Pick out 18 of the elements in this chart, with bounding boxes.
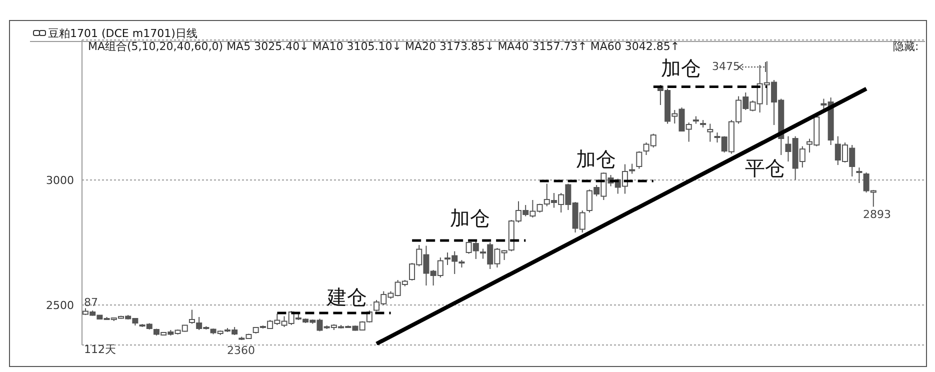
annotation: 3475 [712, 60, 740, 74]
annotation: 2360 [227, 344, 255, 358]
annotation: 建仓 [327, 285, 367, 309]
annotation: 加仓 [661, 56, 701, 80]
candlestick [636, 150, 642, 170]
annotation: 加仓 [576, 147, 616, 171]
y-tick-label: 2500 [46, 298, 74, 312]
chart-title: 豆粕1701 (DCE m1701)日线 [48, 26, 198, 41]
annotation: 平仓 [745, 156, 785, 180]
candlestick [856, 167, 862, 184]
annotation: 加仓 [450, 206, 490, 230]
annotation: MA组合(5,10,20,40,60,0) MA5 3025.40↓ MA10 3105.10↓ MA20 3173.85↓ MA40 3157.73↑ MA60 3042.85↑ [88, 40, 680, 54]
text: 隐藏: [893, 40, 919, 54]
annotation: 87 [84, 296, 98, 310]
y-tick-label: 3000 [46, 174, 74, 187]
annotation: 2893 [863, 208, 891, 222]
annotation: 112天 [84, 343, 116, 356]
candlestick [707, 123, 714, 142]
